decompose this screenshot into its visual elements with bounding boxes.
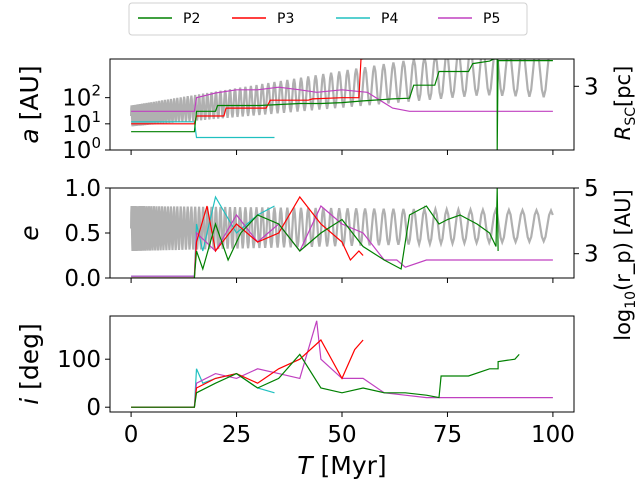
x-tick-label-0: 0: [124, 422, 139, 448]
series-p4-a: [131, 121, 275, 139]
y-tick-label-a-1: 100: [62, 134, 101, 164]
panel-e: 0.0 0.5 1.0 e 5 3 log10(r_p) [AU]: [15, 176, 639, 341]
panel-e-plot: [130, 188, 554, 278]
y-axis-label-a: a [AU]: [15, 65, 44, 143]
x-tick-label-50: 50: [327, 422, 356, 448]
y-axis-label-e: e: [15, 225, 44, 240]
legend-entry-p3: P3: [232, 11, 294, 27]
y-tick-label-e-0.5: 0.5: [64, 221, 101, 247]
x-axis-label: T [Myr]: [297, 451, 386, 480]
legend-frame: [128, 2, 528, 36]
y-tick-label-i-100: 100: [57, 347, 101, 373]
y-tick-label-e-0: 0.0: [64, 266, 101, 292]
series-background-a: [130, 59, 550, 127]
series-p2-e: [131, 188, 499, 278]
x-tick-label-25: 25: [222, 422, 251, 448]
x-tick-label-75: 75: [433, 422, 462, 448]
right-tick-label-a-3: 3: [584, 74, 599, 100]
right-axis-label-e: log10(r_p) [AU]: [611, 189, 639, 341]
legend-entry-p4: P4: [336, 11, 398, 27]
legend-entry-p5: P5: [438, 11, 500, 27]
y-axis-label-i: i [deg]: [15, 323, 44, 405]
series-p3-e: [131, 195, 364, 278]
legend-label-p2: P2: [183, 11, 200, 27]
y-tick-label-a-100: 102: [62, 82, 101, 112]
right-tick-label-e-3: 3: [584, 242, 599, 268]
right-axis-label-a: RSC[pc]: [611, 66, 639, 141]
series-p5-a: [131, 86, 553, 112]
y-tick-label-i-0: 0: [86, 395, 101, 421]
y-tick-label-a-10: 101: [62, 108, 101, 138]
series-p5-i: [131, 320, 553, 408]
x-tick-label-100: 100: [531, 422, 575, 448]
legend-entry-p2: P2: [138, 11, 200, 27]
series-p2-a: [131, 59, 553, 150]
legend-label-p5: P5: [483, 11, 500, 27]
right-tick-label-e-5: 5: [584, 176, 599, 202]
legend: P2 P3 P4 P5: [128, 2, 528, 36]
panel-i-plot: [131, 320, 553, 408]
y-tick-label-e-1: 1.0: [64, 176, 101, 202]
panel-a-plot: [130, 59, 553, 150]
legend-label-p4: P4: [381, 11, 398, 27]
series-p3-i: [131, 339, 364, 408]
series-p2-i: [131, 353, 520, 408]
panel-i: 0 25 50 75 100 0 100 i [deg]: [15, 315, 575, 448]
legend-label-p3: P3: [277, 11, 294, 27]
